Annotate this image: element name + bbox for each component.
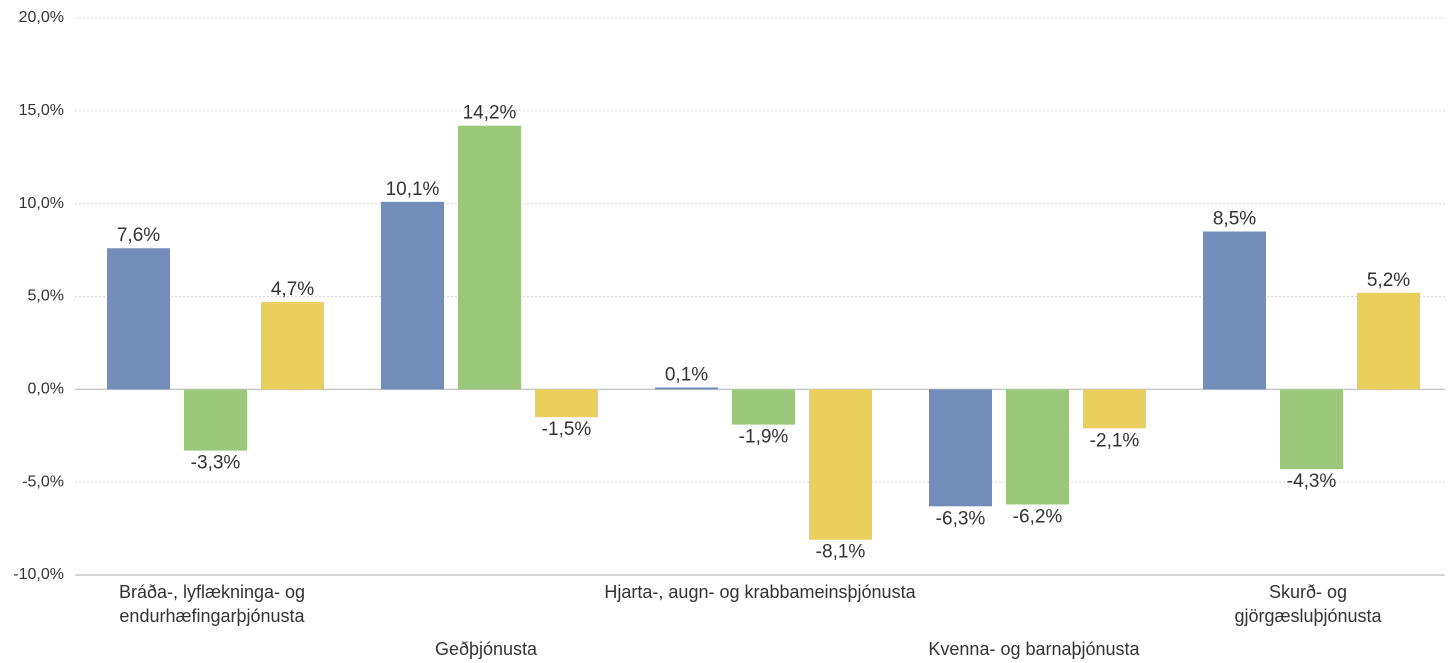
y-tick-label: 10,0% xyxy=(19,195,64,212)
value-label: 7,6% xyxy=(117,225,160,246)
x-tick-label: Kvenna- og barnaþjónusta xyxy=(928,639,1140,659)
y-tick-label: 5,0% xyxy=(28,288,64,305)
x-tick-label: Bráða-, lyflækninga- og endurhæfingarþjón… xyxy=(119,582,306,626)
value-label: 8,5% xyxy=(1213,209,1256,230)
value-label: -8,1% xyxy=(816,542,866,563)
bar xyxy=(1357,292,1420,390)
value-label: -6,2% xyxy=(1013,506,1063,527)
bar xyxy=(381,201,444,390)
bar xyxy=(184,389,247,451)
value-label: -2,1% xyxy=(1090,430,1140,451)
bar xyxy=(107,248,170,390)
bar xyxy=(458,125,521,390)
bar xyxy=(1006,389,1069,505)
x-tick-label: Geðþjónusta xyxy=(435,639,538,659)
bar xyxy=(1203,231,1266,390)
y-tick-label: 20,0% xyxy=(19,9,64,26)
value-label: -4,3% xyxy=(1287,471,1337,492)
value-label: -1,9% xyxy=(739,427,789,448)
value-label: -3,3% xyxy=(191,453,241,474)
x-tick-label: Skurð- og gjörgæsluþjónusta xyxy=(1234,582,1382,626)
value-label: -6,3% xyxy=(936,508,986,529)
value-label: 5,2% xyxy=(1367,270,1410,291)
value-label: 10,1% xyxy=(386,179,440,200)
y-tick-label: 15,0% xyxy=(19,102,64,119)
value-label: 14,2% xyxy=(463,103,517,124)
value-label: 4,7% xyxy=(271,279,314,300)
y-tick-label: 0,0% xyxy=(28,381,64,398)
y-tick-label: -10,0% xyxy=(13,566,64,583)
bar xyxy=(732,389,795,425)
bar xyxy=(535,389,598,418)
value-label: -1,5% xyxy=(542,419,592,440)
bar xyxy=(929,389,992,507)
y-tick-label: -5,0% xyxy=(22,473,64,490)
bar xyxy=(1083,389,1146,429)
bar xyxy=(1280,389,1343,470)
bar xyxy=(809,389,872,540)
bar xyxy=(655,387,718,390)
x-tick-label: Hjarta-, augn- og krabbameinsþjónusta xyxy=(604,582,916,602)
value-label: 0,1% xyxy=(665,364,708,385)
bar xyxy=(261,302,324,390)
